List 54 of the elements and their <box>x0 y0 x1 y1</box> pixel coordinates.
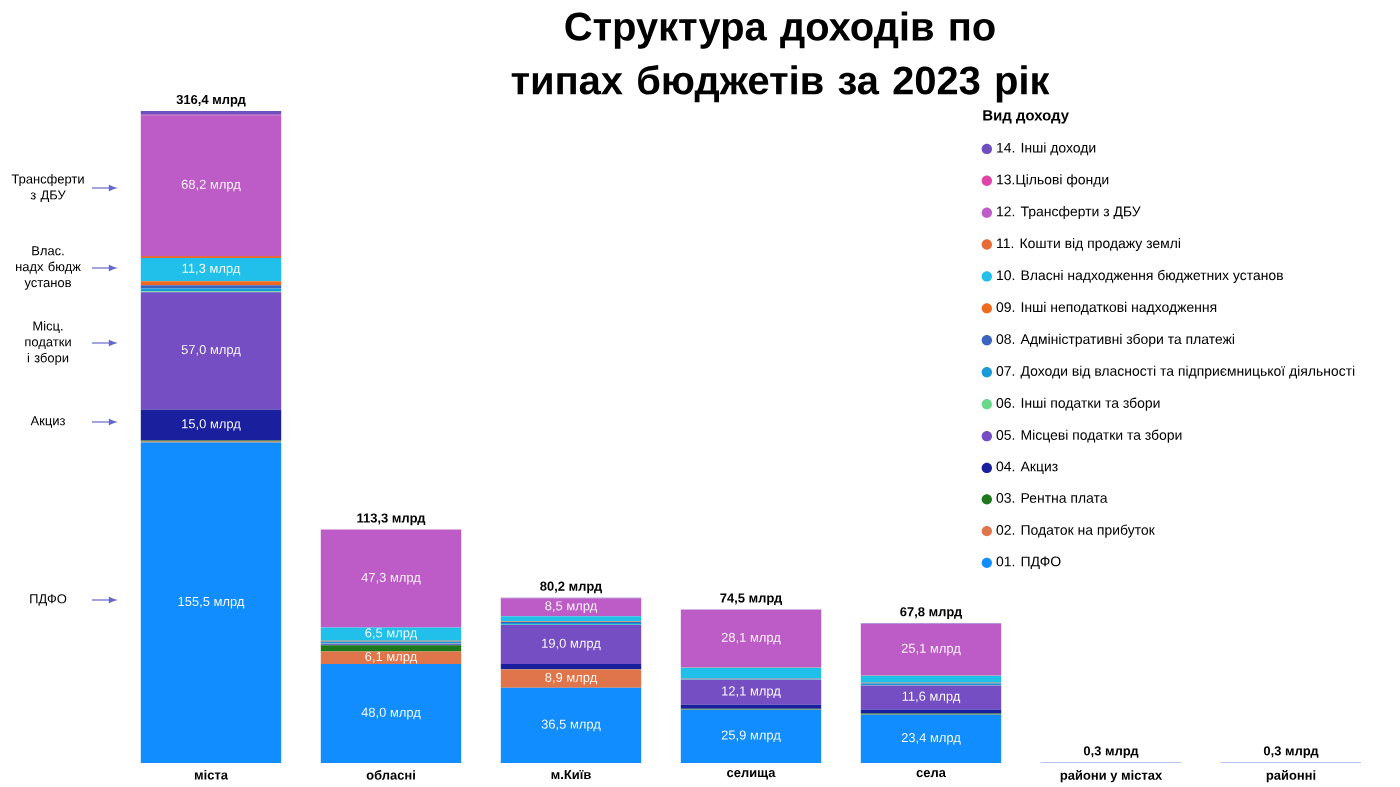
legend-label: 02. Податок на прибуток <box>996 524 1155 538</box>
data-label: 28,1 млрд <box>721 632 781 645</box>
data-label: 48,0 млрд <box>361 707 421 720</box>
text: ПДФО <box>30 594 67 606</box>
total-label: 113,3 млрд <box>357 513 426 526</box>
x-tick-label: міста <box>194 770 229 780</box>
data-label: 155,5 млрд <box>178 596 245 609</box>
legend-label: 10. Власні надходження бюджетних установ <box>997 269 1283 283</box>
data-label: 68,2 млрд <box>181 179 241 192</box>
legend-label: 04. Акциз <box>996 461 1058 475</box>
x-tick-label: райони у містах <box>1060 770 1163 783</box>
legend-label: 01. ПДФО <box>996 556 1061 570</box>
legend-label: 06. Інші податки та збори <box>996 397 1160 411</box>
total-label: 0,3 млрд <box>1263 746 1319 758</box>
data-label: 6,1 млрд <box>365 651 418 664</box>
text: Трансферти з ДБУ <box>11 174 84 202</box>
data-label: 25,9 млрд <box>721 730 781 743</box>
x-tick-label: м.Київ <box>551 770 591 780</box>
x-tick-label: селища <box>727 770 776 780</box>
legend-label: 09. Інші неподаткові надходження <box>996 301 1217 315</box>
data-label: 25,1 млрд <box>901 643 961 656</box>
text: Влас. надх бюдж установ <box>16 246 81 290</box>
x-tick-label: села <box>916 770 946 778</box>
data-label: 12,1 млрд <box>722 686 781 699</box>
legend-label: 13.Цільові фонди <box>997 174 1109 188</box>
x-tick-label: районні <box>1266 770 1316 783</box>
legend-label: 03. Рентна плата <box>996 493 1108 503</box>
data-label: 23,4 млрд <box>901 733 961 745</box>
x-tick-label: обласні <box>366 770 415 780</box>
legend-label: 12. Трансферти з ДБУ <box>997 206 1141 220</box>
data-label: 36,5 млрд <box>541 719 601 732</box>
total-label: 74,5 млрд <box>720 593 782 606</box>
data-label: 11,3 млрд <box>182 263 241 276</box>
legend-label: 14. Інші доходи <box>997 142 1096 156</box>
text: Акциз <box>30 416 65 428</box>
data-label: 8,5 млрд <box>545 601 598 613</box>
total-label: 316,4 млрд <box>176 94 246 107</box>
data-label: 57,0 млрд <box>181 345 241 357</box>
legend-label: 05. Місцеві податки та збори <box>996 429 1182 443</box>
data-label: 8,9 млрд <box>545 672 598 685</box>
data-label: 6,5 млрд <box>365 628 418 640</box>
total-label: 80,2 млрд <box>540 581 602 594</box>
total-label: 67,8 млрд <box>900 607 962 619</box>
legend-label: 11. Кошти від продажу землі <box>997 237 1181 251</box>
legend-label: 08. Адміністративні збори та платежі <box>996 333 1235 347</box>
total-label: 0,3 млрд <box>1083 746 1139 758</box>
data-label: 19,0 млрд <box>542 638 601 651</box>
legend-title: Вид доходу <box>983 110 1069 124</box>
data-label: 47,3 млрд <box>361 572 421 585</box>
data-label: 11,6 млрд <box>902 691 961 704</box>
legend-label: 07. Доходи від власності та підприємницької діяльності <box>996 365 1355 379</box>
text: Місц. податки і збори <box>25 321 71 365</box>
chart-title: Структура доходів по типах бюджетів за 2023 рік <box>511 11 1050 103</box>
data-label: 15,0 млрд <box>182 419 241 431</box>
